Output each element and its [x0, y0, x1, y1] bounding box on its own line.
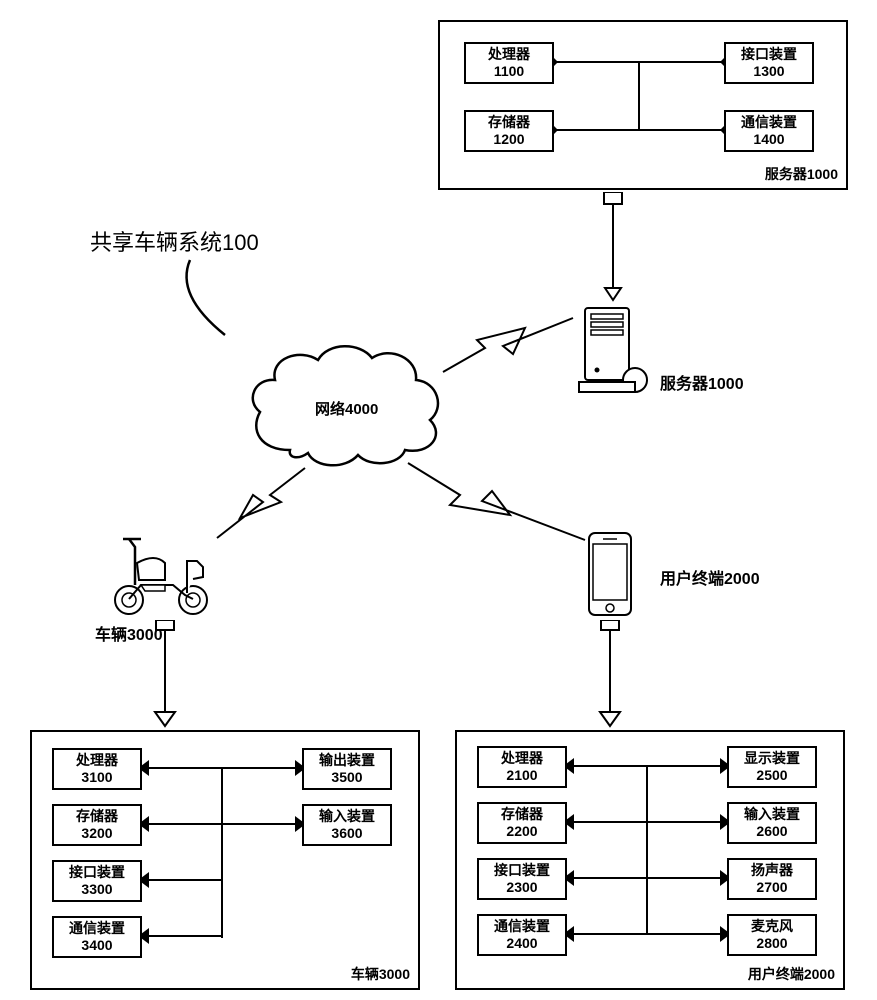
vehicle-comp-output: 输出装置 3500	[302, 748, 392, 790]
vehicle-bus	[140, 746, 304, 961]
terminal-comp-input: 输入装置 2600	[727, 802, 817, 844]
link-cloud-server	[435, 310, 585, 390]
terminal-comp-display: 显示装置 2500	[727, 746, 817, 788]
terminal-comp-comm: 通信装置 2400	[477, 914, 567, 956]
server-comp-processor: 处理器 1100	[464, 42, 554, 84]
server-panel: 处理器 1100 接口装置 1300 存储器 1200 通信装置 1400 服务…	[438, 20, 848, 190]
server-comp-memory: 存储器 1200	[464, 110, 554, 152]
callout-terminal	[595, 620, 625, 728]
server-comp-comm: 通信装置 1400	[724, 110, 814, 152]
terminal-bus	[565, 744, 729, 959]
vehicle-panel-caption: 车辆3000	[351, 964, 410, 984]
terminal-comp-speaker: 扬声器 2700	[727, 858, 817, 900]
link-cloud-vehicle	[205, 460, 325, 550]
server-panel-caption: 服务器1000	[765, 164, 838, 184]
terminal-comp-interface: 接口装置 2300	[477, 858, 567, 900]
server-icon	[575, 300, 655, 400]
network-cloud-label: 网络4000	[315, 398, 378, 419]
callout-vehicle	[150, 620, 180, 728]
system-title-text: 共享车辆系统100	[90, 230, 259, 255]
terminal-panel: 处理器 2100 显示装置 2500 存储器 2200 输入装置 2600 接口…	[455, 730, 845, 990]
phone-icon-label: 用户终端2000	[660, 565, 760, 589]
terminal-comp-memory: 存储器 2200	[477, 802, 567, 844]
server-icon-label: 服务器1000	[660, 370, 744, 394]
vehicle-comp-processor: 处理器 3100	[52, 748, 142, 790]
vehicle-comp-interface: 接口装置 3300	[52, 860, 142, 902]
system-title: 共享车辆系统100	[90, 225, 259, 257]
terminal-comp-mic: 麦克风 2800	[727, 914, 817, 956]
server-comp-interface: 接口装置 1300	[724, 42, 814, 84]
vehicle-comp-memory: 存储器 3200	[52, 804, 142, 846]
server-bus	[552, 40, 726, 155]
vehicle-comp-comm: 通信装置 3400	[52, 916, 142, 958]
vehicle-comp-input: 输入装置 3600	[302, 804, 392, 846]
terminal-panel-caption: 用户终端2000	[748, 964, 835, 984]
vehicle-panel: 处理器 3100 输出装置 3500 存储器 3200 输入装置 3600 接口…	[30, 730, 420, 990]
terminal-comp-processor: 处理器 2100	[477, 746, 567, 788]
callout-server	[598, 192, 628, 302]
vehicle-icon	[105, 525, 220, 620]
link-cloud-phone	[400, 455, 600, 555]
